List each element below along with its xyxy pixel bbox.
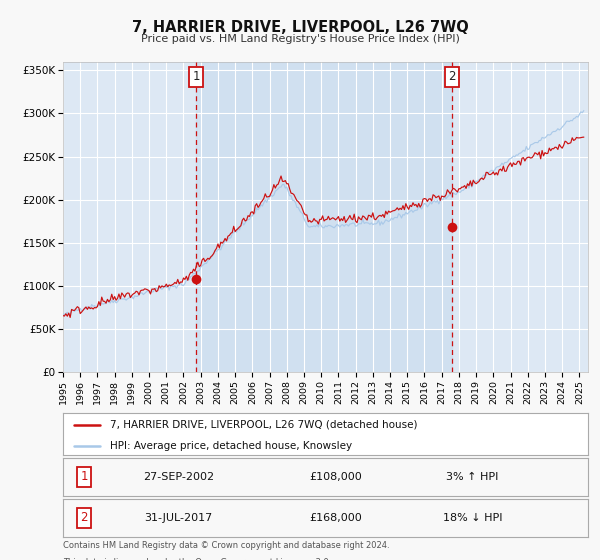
Text: 1: 1: [193, 71, 200, 83]
Text: 18% ↓ HPI: 18% ↓ HPI: [443, 513, 502, 522]
Text: £168,000: £168,000: [310, 513, 362, 522]
Text: 27-SEP-2002: 27-SEP-2002: [143, 472, 214, 482]
Text: HPI: Average price, detached house, Knowsley: HPI: Average price, detached house, Know…: [110, 441, 352, 451]
Text: 3% ↑ HPI: 3% ↑ HPI: [446, 472, 499, 482]
Text: Contains HM Land Registry data © Crown copyright and database right 2024.: Contains HM Land Registry data © Crown c…: [63, 541, 389, 550]
Text: 2: 2: [80, 511, 88, 524]
Text: This data is licensed under the Open Government Licence v3.0.: This data is licensed under the Open Gov…: [63, 558, 331, 560]
Text: 7, HARRIER DRIVE, LIVERPOOL, L26 7WQ (detached house): 7, HARRIER DRIVE, LIVERPOOL, L26 7WQ (de…: [110, 420, 418, 430]
Bar: [196, 62, 452, 372]
Text: £108,000: £108,000: [310, 472, 362, 482]
Text: Price paid vs. HM Land Registry's House Price Index (HPI): Price paid vs. HM Land Registry's House …: [140, 34, 460, 44]
Text: 7, HARRIER DRIVE, LIVERPOOL, L26 7WQ: 7, HARRIER DRIVE, LIVERPOOL, L26 7WQ: [131, 20, 469, 35]
Text: 31-JUL-2017: 31-JUL-2017: [145, 513, 212, 522]
Text: 1: 1: [80, 470, 88, 483]
Text: 2: 2: [448, 71, 455, 83]
